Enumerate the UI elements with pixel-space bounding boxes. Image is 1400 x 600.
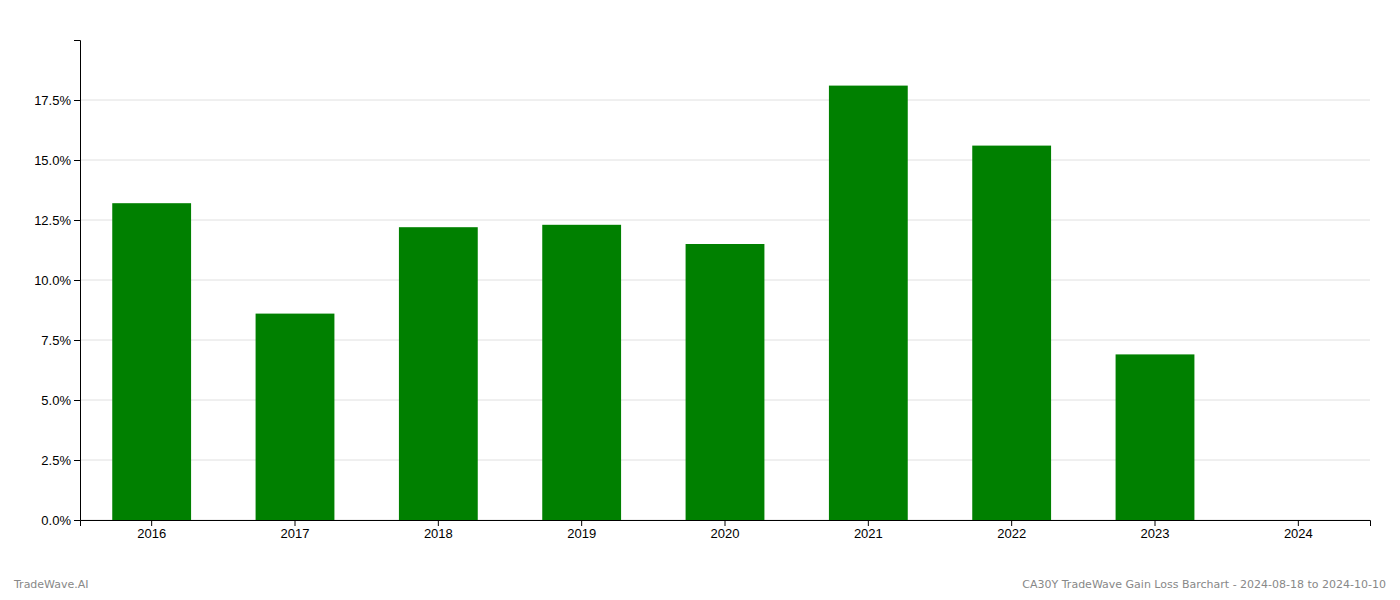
bar: [256, 314, 335, 520]
x-tick: 2016: [137, 520, 166, 541]
y-tick-label: 5.0%: [41, 393, 71, 408]
x-tick-label: 2021: [854, 526, 883, 541]
y-tick: 0.0%: [41, 513, 80, 528]
y-tick-label: 0.0%: [41, 513, 71, 528]
x-tick-label: 2016: [137, 526, 166, 541]
bar: [1259, 520, 1338, 521]
y-axis: 0.0% 2.5% 5.0% 7.5% 10.0% 12.5% 15.0% 17.5%: [34, 41, 80, 528]
y-tick-mark: [74, 160, 80, 161]
annotation: CA30Y TradeWave Gain Loss Barchart - 202…: [1022, 578, 1386, 591]
y-tick-label: 15.0%: [34, 153, 71, 168]
y-tick-mark: [74, 340, 80, 341]
grid-line: [80, 100, 1370, 101]
x-tick-label: 2020: [711, 526, 740, 541]
x-axis: 2016 2017 2018 2019 2020 2021 2022 2023 2024: [81, 520, 1371, 541]
x-tick-mark: [725, 520, 726, 526]
x-tick-mark: [581, 520, 582, 526]
x-tick-label: 2022: [997, 526, 1026, 541]
y-tick-mark: [74, 220, 80, 221]
y-tick: 17.5%: [34, 93, 80, 108]
x-tick-mark: [438, 520, 439, 526]
annotations: TradeWave.AI CA30Y TradeWave Gain Loss Ba…: [13, 578, 1386, 591]
y-tick-mark: [74, 100, 80, 101]
x-tick: 2022: [997, 520, 1026, 541]
y-tick: 10.0%: [34, 273, 80, 288]
y-tick-label: 7.5%: [41, 333, 71, 348]
y-tick-mark: [74, 460, 80, 461]
y-tick: 15.0%: [34, 153, 80, 168]
x-tick-mark: [1298, 520, 1299, 526]
y-tick: 12.5%: [34, 213, 80, 228]
x-tick: 2023: [1141, 520, 1170, 541]
x-axis-line: [81, 521, 1371, 527]
y-tick-mark: [74, 400, 80, 401]
x-tick-mark: [1011, 520, 1012, 526]
x-tick-label: 2024: [1284, 526, 1313, 541]
y-tick-mark: [74, 280, 80, 281]
x-tick: 2021: [854, 520, 883, 541]
x-tick: 2020: [711, 520, 740, 541]
y-tick-mark: [74, 520, 80, 521]
x-tick-label: 2018: [424, 526, 453, 541]
x-tick: 2017: [281, 520, 310, 541]
x-tick: 2024: [1284, 520, 1313, 541]
bar: [686, 244, 765, 520]
y-tick-label: 10.0%: [34, 273, 71, 288]
x-tick: 2018: [424, 520, 453, 541]
x-tick-label: 2019: [567, 526, 596, 541]
annotation: TradeWave.AI: [13, 578, 89, 591]
y-axis-line: [74, 41, 81, 521]
bar: [1116, 354, 1195, 520]
x-tick-mark: [1155, 520, 1156, 526]
y-tick-label: 12.5%: [34, 213, 71, 228]
x-tick-label: 2023: [1141, 526, 1170, 541]
chart: 0.0% 2.5% 5.0% 7.5% 10.0% 12.5% 15.0% 17.5% 2016…: [0, 0, 1400, 600]
grid-line: [80, 220, 1370, 221]
x-tick-label: 2017: [281, 526, 310, 541]
plot: 0.0% 2.5% 5.0% 7.5% 10.0% 12.5% 15.0% 17.5% 2016…: [34, 41, 1370, 542]
bar: [972, 146, 1051, 520]
x-tick-mark: [151, 520, 152, 526]
y-tick-label: 2.5%: [41, 453, 71, 468]
bar: [829, 86, 908, 520]
grid: [80, 100, 1370, 520]
y-tick: 2.5%: [41, 453, 80, 468]
x-tick-mark: [868, 520, 869, 526]
bar: [112, 203, 191, 520]
y-tick: 7.5%: [41, 333, 80, 348]
y-tick: 5.0%: [41, 393, 80, 408]
x-tick: 2019: [567, 520, 596, 541]
bar: [399, 227, 478, 520]
x-tick-mark: [295, 520, 296, 526]
grid-line: [80, 160, 1370, 161]
bars: [112, 86, 1194, 520]
y-tick-label: 17.5%: [34, 93, 71, 108]
bar: [542, 225, 621, 520]
